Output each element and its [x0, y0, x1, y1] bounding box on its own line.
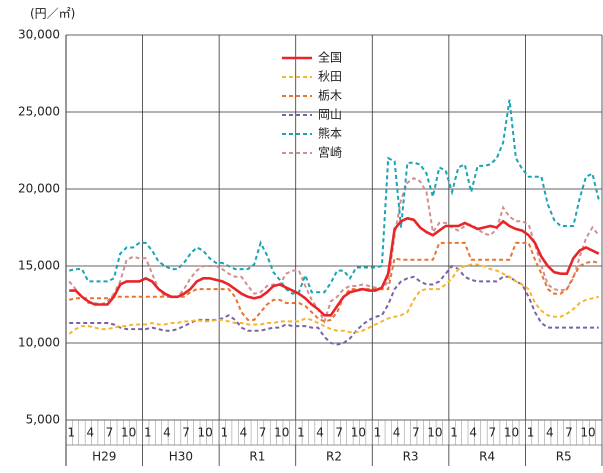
x-tick-label: 1 — [297, 426, 305, 440]
x-tick-label: 4 — [163, 426, 171, 440]
legend-label: 秋田 — [318, 70, 342, 84]
y-tick-label: 15,000 — [18, 259, 60, 273]
legend-label: 岡山 — [318, 108, 342, 122]
x-tick-label: 10 — [274, 426, 289, 440]
series-line — [68, 99, 600, 295]
x-tick-label: 1 — [221, 426, 229, 440]
x-tick-label: 4 — [393, 426, 401, 440]
x-tick-label: 7 — [335, 426, 343, 440]
group-label: H30 — [169, 450, 193, 464]
y-tick-label: 10,000 — [18, 336, 60, 350]
y-tick-label: 5,000 — [26, 413, 60, 427]
y-tick-label: 20,000 — [18, 182, 60, 196]
x-tick-label: 1 — [67, 426, 75, 440]
series-line — [68, 241, 600, 323]
series-line — [69, 264, 599, 346]
y-tick-label: 25,000 — [18, 105, 60, 119]
x-tick-label: 4 — [469, 426, 477, 440]
x-tick-label: 7 — [565, 426, 573, 440]
legend-label: 全国 — [318, 50, 342, 65]
legend-label: 宮崎 — [318, 145, 342, 160]
x-tick-label: 4 — [87, 426, 95, 440]
group-label: R4 — [479, 450, 495, 464]
x-tick-label: 7 — [259, 426, 267, 440]
x-tick-label: 1 — [144, 426, 152, 440]
x-tick-label: 7 — [489, 426, 497, 440]
x-tick-label: 10 — [198, 426, 213, 440]
x-tick-label: 1 — [374, 426, 382, 440]
x-tick-label: 7 — [412, 426, 420, 440]
legend-label: 栃木 — [318, 89, 342, 103]
x-tick-label: 7 — [106, 426, 114, 440]
x-tick-label: 1 — [450, 426, 458, 440]
series-line — [68, 263, 600, 335]
y-tick-label: 30,000 — [18, 28, 60, 42]
group-label: R3 — [403, 450, 419, 464]
y-unit: (円／㎡) — [30, 7, 75, 21]
x-tick-label: 4 — [316, 426, 324, 440]
x-tick-label: 1 — [527, 426, 535, 440]
x-tick-label: 4 — [546, 426, 554, 440]
x-tick-label: 10 — [580, 426, 595, 440]
group-label: R2 — [326, 450, 342, 464]
group-label: R5 — [556, 450, 572, 464]
x-tick-label: 7 — [182, 426, 190, 440]
group-label: H29 — [92, 450, 116, 464]
series-line — [68, 177, 600, 324]
x-tick-label: 10 — [351, 426, 366, 440]
x-tick-label: 4 — [240, 426, 248, 440]
group-label: R1 — [249, 450, 265, 464]
series-line — [69, 216, 600, 317]
legend-label: 熊本 — [318, 126, 342, 141]
x-tick-label: 10 — [427, 426, 442, 440]
x-tick-label: 10 — [504, 426, 519, 440]
x-tick-label: 10 — [121, 426, 136, 440]
